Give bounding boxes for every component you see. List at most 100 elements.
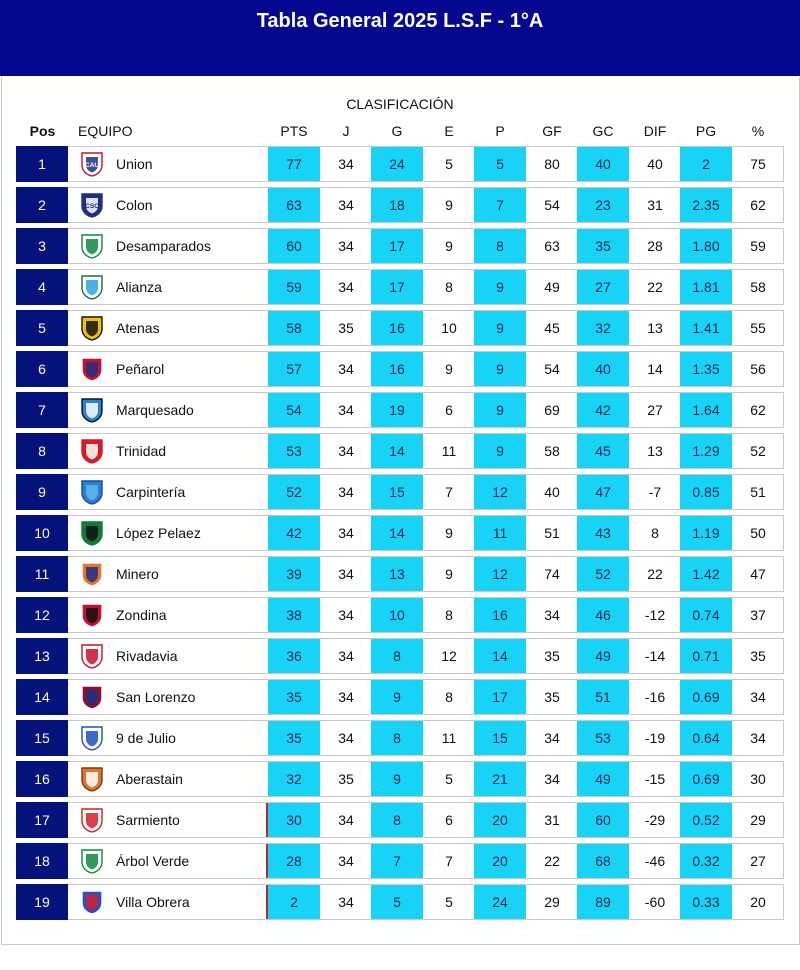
e-cell: 5 [445,156,453,172]
pct-cell: 58 [750,279,766,295]
gc-cell: 42 [577,393,629,427]
pct-cell: 62 [750,197,766,213]
j-cell: 34 [338,361,354,377]
p-cell: 20 [474,803,526,837]
team-name: Zondina [116,607,167,623]
pg-cell: 1.19 [680,516,732,550]
row-background [68,597,784,633]
team-name: Alianza [116,279,162,295]
pct-cell: 59 [750,238,766,254]
title-bar: Tabla General 2025 L.S.F - 1°A [0,0,800,76]
pts-cell: 53 [268,434,320,468]
g-cell: 10 [371,598,423,632]
dif-cell: -29 [644,812,666,828]
pts-cell: 35 [268,680,320,714]
p-cell: 12 [474,557,526,591]
gf-cell: 45 [544,320,560,336]
g-cell: 19 [371,393,423,427]
position-cell: 8 [16,433,68,469]
row-background [68,269,784,305]
dif-cell: 31 [647,197,663,213]
gc-cell: 60 [577,803,629,837]
gf-cell: 51 [544,525,560,541]
pct-cell: 27 [750,853,766,869]
pts-cell: 32 [268,762,320,796]
team-name: Sarmiento [116,812,180,828]
gf-cell: 63 [544,238,560,254]
gc-cell: 52 [577,557,629,591]
e-cell: 6 [445,812,453,828]
pts-cell: 39 [268,557,320,591]
pts-cell: 35 [268,721,320,755]
team-name: Aberastain [116,771,183,787]
j-cell: 34 [338,607,354,623]
table-row: 1 CAU Union 77 34 24 5 5 80 40 40 2 75 [16,146,784,182]
dif-cell: 8 [651,525,659,541]
j-cell: 34 [338,689,354,705]
zondina-crest-icon [79,602,105,628]
san-lorenzo-crest-icon [79,684,105,710]
gc-cell: 51 [577,680,629,714]
position-cell: 17 [16,802,68,838]
row-background [68,474,784,510]
g-cell: 18 [371,188,423,222]
gf-cell: 80 [544,156,560,172]
atenas-crest-icon [79,315,105,341]
col-header-pg: PG [695,123,717,139]
p-cell: 9 [474,352,526,386]
table-row: 16 Aberastain 32 35 9 5 21 34 49 -15 0.69 30 [16,761,784,797]
table-row: 19 Villa Obrera 2 34 5 5 24 29 89 -60 0.33 20 [16,884,784,920]
pts-cell: 2 [266,885,320,919]
j-cell: 34 [338,402,354,418]
pts-cell: 54 [268,393,320,427]
gf-cell: 34 [544,607,560,623]
gc-cell: 45 [577,434,629,468]
team-name: San Lorenzo [116,689,196,705]
team-name: Rivadavia [116,648,178,664]
pg-cell: 0.85 [680,475,732,509]
g-cell: 8 [371,721,423,755]
e-cell: 12 [441,648,457,664]
e-cell: 9 [445,197,453,213]
table-row: 9 Carpintería 52 34 15 7 12 40 47 -7 0.85 51 [16,474,784,510]
p-cell: 12 [474,475,526,509]
e-cell: 9 [445,525,453,541]
dif-cell: 28 [647,238,663,254]
team-name: Desamparados [116,238,211,254]
gc-cell: 40 [577,352,629,386]
pct-cell: 51 [750,484,766,500]
gf-cell: 49 [544,279,560,295]
pct-cell: 37 [750,607,766,623]
pct-cell: 34 [750,730,766,746]
j-cell: 34 [338,238,354,254]
g-cell: 14 [371,434,423,468]
dif-cell: -19 [644,730,666,746]
pg-cell: 2.35 [680,188,732,222]
svg-text:CSC: CSC [85,203,99,210]
pg-cell: 0.71 [680,639,732,673]
row-background [68,884,784,920]
gf-cell: 54 [544,197,560,213]
pg-cell: 1.64 [680,393,732,427]
pg-cell: 0.69 [680,762,732,796]
dif-cell: 22 [647,279,663,295]
e-cell: 9 [445,361,453,377]
dif-cell: 40 [647,156,663,172]
j-cell: 34 [338,525,354,541]
row-background [68,761,784,797]
g-cell: 9 [371,762,423,796]
gc-cell: 23 [577,188,629,222]
col-header-gf: GF [542,123,562,139]
pct-cell: 55 [750,320,766,336]
desamparados-crest-icon [79,233,105,259]
g-cell: 14 [371,516,423,550]
e-cell: 5 [445,894,453,910]
pts-cell: 42 [268,516,320,550]
team-name: Colon [116,197,153,213]
pts-cell: 59 [268,270,320,304]
g-cell: 15 [371,475,423,509]
pts-cell: 28 [266,844,320,878]
team-name: Marquesado [116,402,194,418]
pg-cell: 2 [680,147,732,181]
position-cell: 5 [16,310,68,346]
